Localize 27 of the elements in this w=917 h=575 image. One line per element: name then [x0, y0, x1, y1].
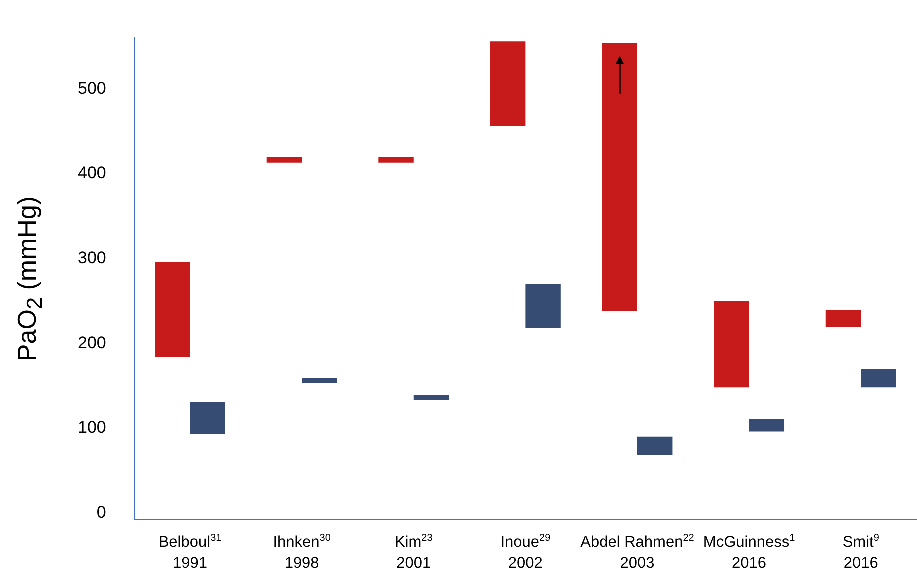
category-label: McGuinness$^{1}$ 2016	[703, 533, 796, 572]
y-tick-label: 400	[78, 164, 106, 183]
bar	[302, 378, 338, 384]
bar	[749, 419, 785, 432]
bar	[190, 402, 226, 434]
y-tick-label: 0	[96, 502, 106, 522]
bar	[861, 369, 896, 388]
bar	[266, 156, 302, 163]
bar	[602, 43, 638, 312]
y-tick-label: 500	[78, 78, 106, 98]
bar	[155, 262, 190, 358]
y-tick-label: 200	[78, 333, 106, 352]
bar	[637, 436, 673, 456]
bar	[714, 301, 750, 388]
x-tick-label: Kim$^{23}$ 2001	[394, 532, 433, 574]
category-label: Abdel Rahmen$^{22}$ 2003	[580, 533, 694, 572]
bar	[490, 42, 526, 126]
bar	[826, 310, 862, 328]
x-tick-label: Ihnken$^{30}$ 1998	[273, 532, 331, 574]
y-tick-label: 300	[78, 248, 106, 268]
x-tick-label: Inoue$^{29}$ 2002	[500, 532, 551, 574]
x-tick-label: Belboul$^{31}$ 1991	[158, 532, 222, 574]
bar	[526, 284, 561, 328]
x-tick-label: Smit$^{9}$ 2016	[842, 532, 880, 574]
y-tick-label: 100	[78, 418, 106, 438]
bar	[378, 156, 414, 163]
bar	[414, 395, 450, 400]
